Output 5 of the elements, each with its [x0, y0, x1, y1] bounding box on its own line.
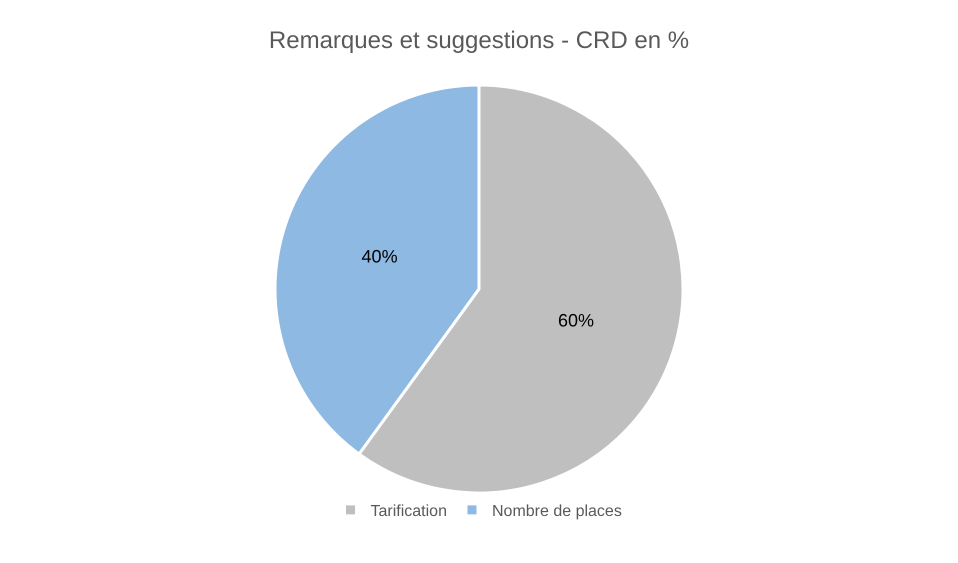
data-label: 60%: [558, 310, 594, 331]
legend-label: Tarification: [370, 503, 447, 520]
data-label: 40%: [362, 246, 398, 267]
chart-title: Remarques et suggestions - CRD en %: [268, 26, 690, 54]
legend-label: Nombre de places: [492, 503, 622, 520]
